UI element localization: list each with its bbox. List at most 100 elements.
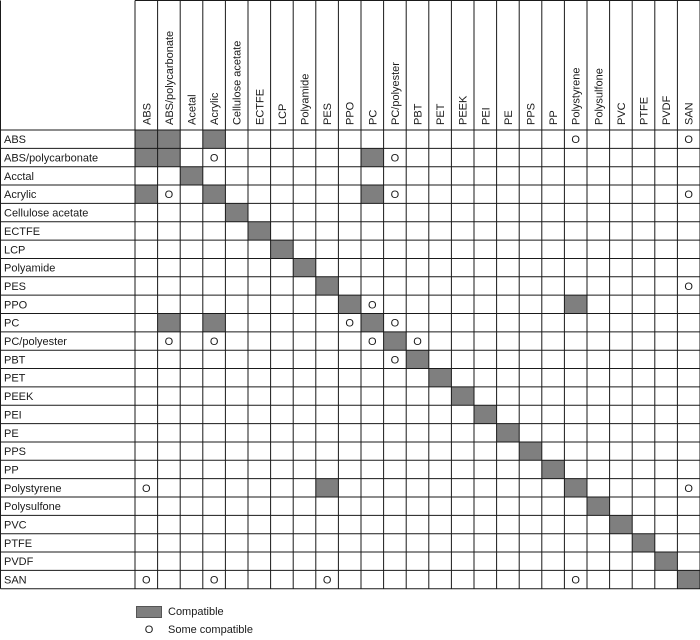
row-header-label: PEI (4, 409, 22, 421)
row-header-label: PES (4, 281, 26, 293)
matrix-grid-lines (0, 0, 700, 590)
column-header-label: PEI (480, 107, 492, 125)
compatible-cell (180, 166, 203, 186)
legend-compatible: Compatible (136, 606, 224, 618)
some-compatible-symbol: O (323, 575, 332, 587)
row-header-label: LCP (4, 244, 25, 256)
compatible-cell (609, 515, 633, 534)
some-compatible-symbol: O (210, 336, 219, 348)
column-header-label: PPO (345, 101, 357, 125)
column-header-label: PBT (413, 103, 425, 125)
compatible-cell (157, 130, 181, 149)
row-header-label: PET (4, 373, 26, 385)
compatible-cell (157, 148, 181, 167)
column-header-label: Polyamide (300, 74, 312, 125)
legend-some-compatible-label: Some compatible (168, 624, 253, 636)
matrix-cell-symbols: O O O O O O O O O O O O O O O O O O O O O O (142, 134, 693, 586)
row-header-label: PVC (4, 520, 27, 532)
row-header-label: ABS/polycarbonate (4, 153, 98, 165)
legend-compatible-swatch (136, 606, 162, 618)
column-header-label: PC (367, 110, 379, 125)
some-compatible-symbol: O (368, 299, 377, 311)
legend-compatible-label: Compatible (168, 606, 224, 618)
row-header-label: PE (4, 428, 19, 440)
row-header-label: Cellulose acetate (4, 208, 88, 220)
row-header-label: PVDF (4, 556, 34, 568)
column-header-label: PC/polyester (390, 62, 402, 125)
row-header-label: Acctal (4, 171, 34, 183)
compatible-cell (519, 441, 542, 461)
row-header-label: Polysulfone (4, 501, 61, 513)
some-compatible-symbol: O (391, 318, 400, 330)
row-header-label: Acrylic (4, 189, 37, 201)
compatible-cell (202, 313, 226, 332)
compatible-cell (677, 570, 700, 589)
compatible-cell (315, 478, 339, 497)
row-header-label: PPO (4, 299, 28, 311)
some-compatible-symbol: O (345, 318, 354, 330)
some-compatible-symbol: O (684, 189, 693, 201)
row-header-label: PC/polyester (4, 336, 67, 348)
column-header-label: Cellulose acetate (232, 41, 244, 125)
compatible-cell (135, 185, 158, 204)
row-header-label: Polyamide (4, 263, 55, 275)
some-compatible-symbol: O (684, 134, 693, 146)
compatible-cell (157, 313, 181, 332)
column-header-label: PET (435, 103, 447, 125)
legend-some-compatible-symbol: O (144, 624, 154, 636)
row-header-label: SAN (4, 575, 27, 587)
compatible-cell (564, 478, 587, 497)
some-compatible-symbol: O (210, 153, 219, 165)
some-compatible-symbol: O (210, 575, 219, 587)
row-header-label: PEEK (4, 391, 34, 403)
compatible-cell (361, 313, 384, 332)
row-header-label: Polystyrene (4, 483, 61, 495)
compatible-cell (270, 240, 294, 259)
column-header-label: ABS/polycarbonate (164, 31, 176, 125)
some-compatible-symbol: O (368, 336, 377, 348)
compatible-cell (202, 130, 226, 149)
row-header-labels: ABS ABS/polycarbonate Acctal Acrylic Cellulo… (4, 134, 98, 586)
compatible-cell (315, 276, 339, 296)
compatible-cell (225, 203, 248, 222)
compatible-cell (383, 331, 407, 351)
some-compatible-symbol: O (142, 575, 151, 587)
compatible-cell (361, 148, 384, 167)
column-header-label: PP (548, 110, 560, 125)
column-header-label: LCP (277, 104, 289, 125)
row-header-label: ABS (4, 134, 26, 146)
column-header-label: Acetal (187, 94, 199, 125)
column-header-label: PVC (616, 102, 628, 125)
column-header-label: PEEK (458, 95, 470, 125)
some-compatible-symbol: O (684, 281, 693, 293)
compatible-cell (541, 460, 565, 479)
compatible-cell (632, 533, 655, 553)
some-compatible-symbol: O (571, 575, 580, 587)
some-compatible-symbol: O (165, 336, 174, 348)
column-header-label: PTFE (639, 97, 651, 125)
some-compatible-symbol: O (391, 189, 400, 201)
compatible-cell (451, 386, 474, 406)
compatible-cell (338, 295, 361, 314)
some-compatible-symbol: O (142, 483, 151, 495)
column-header-label: PES (322, 103, 334, 125)
compatible-cell (293, 258, 316, 277)
compatible-cell (361, 185, 384, 204)
some-compatible-symbol: O (391, 153, 400, 165)
compatible-cell (428, 368, 452, 387)
row-header-label: PC (4, 318, 19, 330)
column-header-label: PE (503, 110, 515, 125)
row-header-label: ECTFE (4, 226, 40, 238)
compatible-cell (135, 148, 158, 167)
some-compatible-symbol: O (391, 354, 400, 366)
compatible-cell (406, 350, 429, 369)
some-compatible-symbol: O (684, 483, 693, 495)
compatible-cell (202, 185, 226, 204)
column-header-label: PVDF (661, 95, 673, 125)
row-header-label: PP (4, 464, 19, 476)
column-header-label: Acrylic (209, 92, 221, 125)
column-header-label: Polysulfone (593, 68, 605, 125)
compatible-cell (654, 552, 678, 571)
legend-some-compatible: O Some compatible (136, 624, 253, 636)
some-compatible-symbol: O (571, 134, 580, 146)
